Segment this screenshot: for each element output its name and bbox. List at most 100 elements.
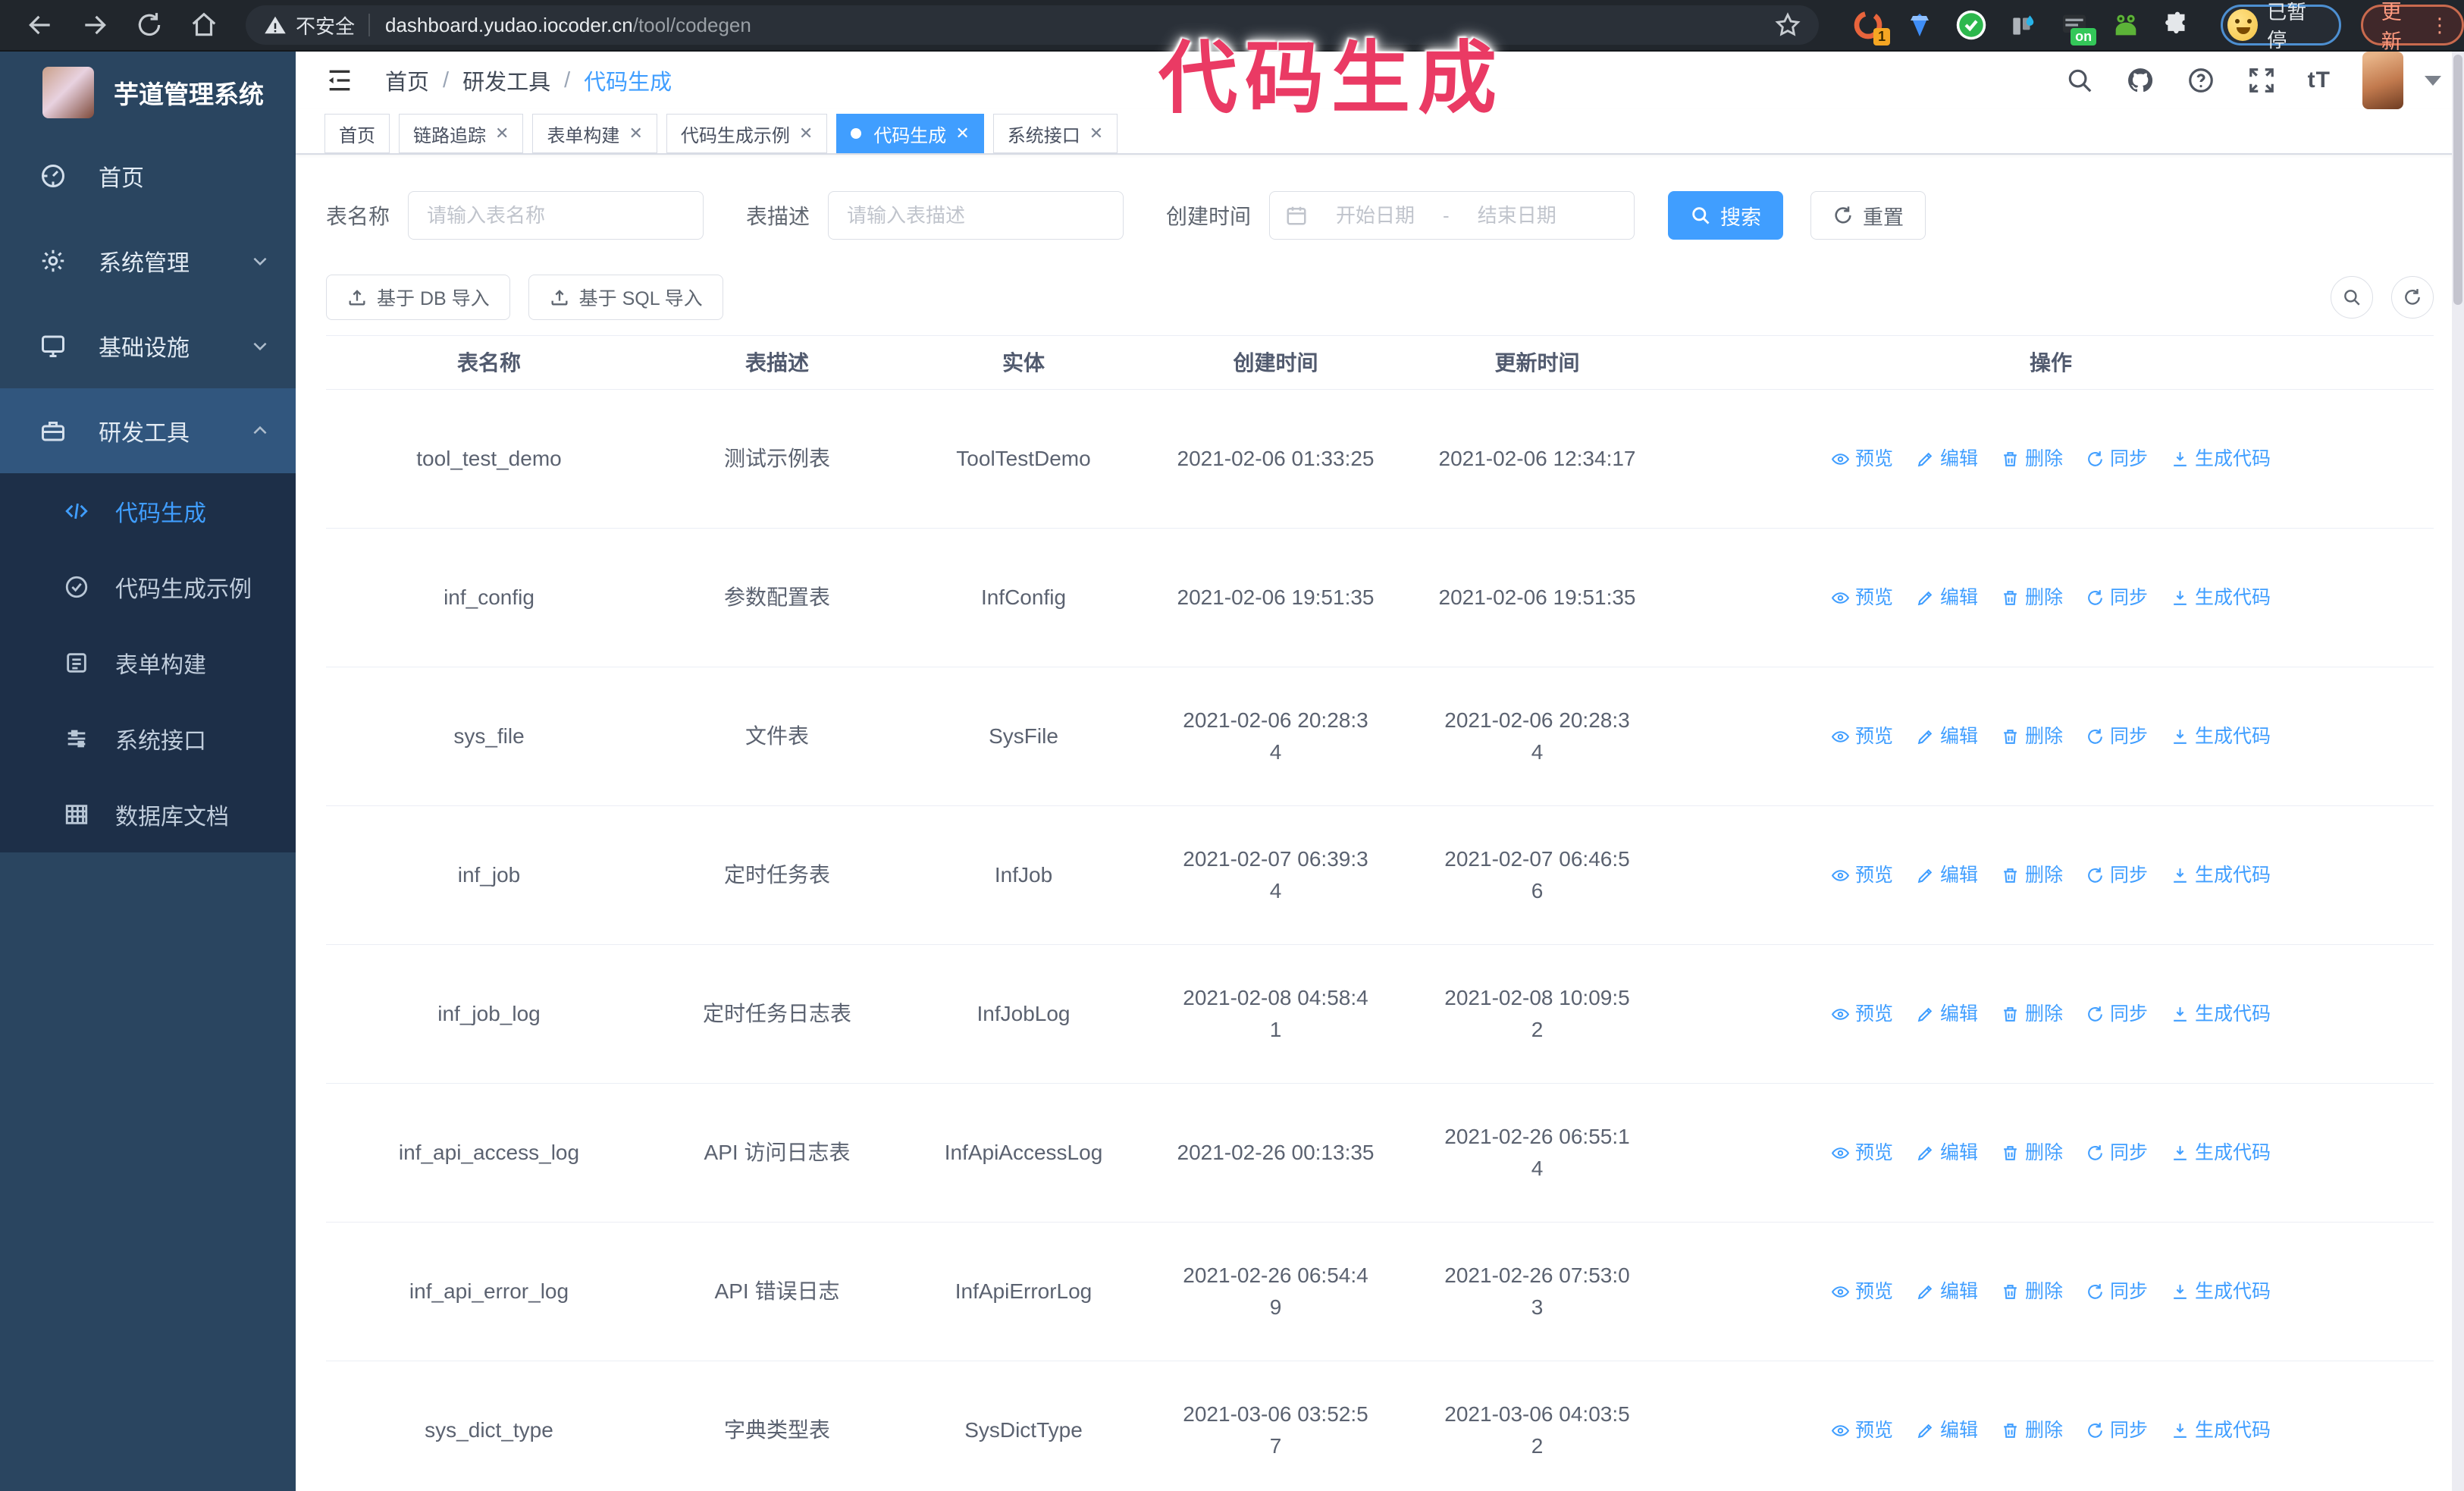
sidebar-item-system-api[interactable]: 系统接口: [0, 701, 296, 777]
date-end-input[interactable]: [1459, 203, 1574, 228]
sidebar-item-codegen-example[interactable]: 代码生成示例: [0, 549, 296, 625]
sidebar-item-codegen[interactable]: 代码生成: [0, 473, 296, 549]
profile-chip[interactable]: 已暂停: [2221, 1, 2341, 52]
delete-link[interactable]: 删除: [2001, 582, 2063, 614]
ext-icon-3[interactable]: [1955, 9, 1987, 41]
generate-code-link[interactable]: 生成代码: [2171, 1137, 2271, 1169]
browser-forward-icon[interactable]: [80, 11, 109, 39]
edit-link[interactable]: 编辑: [1916, 443, 1978, 475]
font-size-icon[interactable]: tT: [2307, 67, 2331, 93]
tab-codegen[interactable]: 代码生成 ✕: [836, 114, 984, 153]
ext-icon-6[interactable]: [2110, 9, 2142, 41]
generate-code-link[interactable]: 生成代码: [2171, 1276, 2271, 1307]
browser-home-icon[interactable]: [190, 11, 218, 39]
search-icon[interactable]: [2065, 66, 2094, 95]
address-bar[interactable]: 不安全 dashboard.yudao.iocoder.cn/tool/code…: [246, 5, 1820, 45]
preview-link[interactable]: 预览: [1831, 859, 1893, 891]
generate-code-link[interactable]: 生成代码: [2171, 859, 2271, 891]
edit-link[interactable]: 编辑: [1916, 859, 1978, 891]
table-desc-input[interactable]: [828, 191, 1124, 240]
preview-link[interactable]: 预览: [1831, 1137, 1893, 1169]
tab-codegen-example[interactable]: 代码生成示例 ✕: [666, 114, 828, 153]
sidebar-item-system[interactable]: 系统管理: [0, 218, 296, 303]
generate-code-link[interactable]: 生成代码: [2171, 582, 2271, 614]
table-name-input[interactable]: [408, 191, 704, 240]
sync-link[interactable]: 同步: [2086, 1276, 2148, 1307]
reset-button[interactable]: 重置: [1810, 191, 1926, 240]
search-button[interactable]: 搜索: [1668, 191, 1784, 240]
delete-link[interactable]: 删除: [2001, 1137, 2063, 1169]
browser-reload-icon[interactable]: [135, 11, 164, 39]
edit-link[interactable]: 编辑: [1916, 998, 1978, 1030]
delete-link[interactable]: 删除: [2001, 998, 2063, 1030]
delete-link[interactable]: 删除: [2001, 859, 2063, 891]
toggle-search-button[interactable]: [2331, 276, 2373, 319]
url-text[interactable]: dashboard.yudao.iocoder.cn/tool/codegen: [385, 13, 751, 36]
edit-link[interactable]: 编辑: [1916, 1276, 1978, 1307]
sync-link[interactable]: 同步: [2086, 859, 2148, 891]
tab-form-builder[interactable]: 表单构建 ✕: [532, 114, 657, 153]
preview-link[interactable]: 预览: [1831, 998, 1893, 1030]
github-icon[interactable]: [2126, 66, 2155, 95]
generate-code-link[interactable]: 生成代码: [2171, 443, 2271, 475]
help-icon[interactable]: [2187, 66, 2215, 95]
delete-link[interactable]: 删除: [2001, 1276, 2063, 1307]
tab-system-api[interactable]: 系统接口 ✕: [992, 114, 1118, 153]
sidebar-item-home[interactable]: 首页: [0, 133, 296, 218]
import-db-button[interactable]: 基于 DB 导入: [326, 275, 510, 320]
close-tab-icon[interactable]: ✕: [629, 124, 643, 143]
app-logo[interactable]: 芋道管理系统: [0, 52, 296, 133]
close-tab-icon[interactable]: ✕: [495, 124, 509, 143]
not-secure-warning-icon[interactable]: [264, 14, 287, 36]
edit-link[interactable]: 编辑: [1916, 1137, 1978, 1169]
ext-icon-2[interactable]: [1904, 9, 1936, 41]
browser-back-icon[interactable]: [26, 11, 55, 39]
generate-code-link[interactable]: 生成代码: [2171, 1414, 2271, 1446]
preview-link[interactable]: 预览: [1831, 720, 1893, 752]
sidebar-item-db-doc[interactable]: 数据库文档: [0, 777, 296, 852]
tab-tracing[interactable]: 链路追踪 ✕: [399, 114, 524, 153]
close-tab-icon[interactable]: ✕: [798, 124, 813, 143]
tab-home[interactable]: 首页: [324, 114, 390, 153]
sync-link[interactable]: 同步: [2086, 998, 2148, 1030]
refresh-table-button[interactable]: [2391, 276, 2434, 319]
page-scrollbar[interactable]: [2452, 52, 2464, 1491]
date-range-picker[interactable]: -: [1269, 191, 1635, 240]
breadcrumb-home[interactable]: 首页: [385, 71, 430, 95]
ext-icon-1[interactable]: 1: [1852, 9, 1891, 46]
preview-link[interactable]: 预览: [1831, 582, 1893, 614]
delete-link[interactable]: 删除: [2001, 1414, 2063, 1446]
ext-icon-puzzle[interactable]: [2161, 9, 2193, 41]
close-tab-icon[interactable]: ✕: [955, 124, 970, 143]
delete-link[interactable]: 删除: [2001, 443, 2063, 475]
sidebar-item-form-builder[interactable]: 表单构建: [0, 625, 296, 701]
sidebar-item-devtools[interactable]: 研发工具: [0, 388, 296, 473]
sync-link[interactable]: 同步: [2086, 720, 2148, 752]
edit-link[interactable]: 编辑: [1916, 720, 1978, 752]
security-label[interactable]: 不安全: [296, 14, 356, 38]
preview-link[interactable]: 预览: [1831, 1276, 1893, 1307]
generate-code-link[interactable]: 生成代码: [2171, 998, 2271, 1030]
user-avatar[interactable]: [2362, 52, 2403, 109]
sync-link[interactable]: 同步: [2086, 443, 2148, 475]
edit-link[interactable]: 编辑: [1916, 582, 1978, 614]
sidebar-item-infra[interactable]: 基础设施: [0, 303, 296, 388]
import-sql-button[interactable]: 基于 SQL 导入: [528, 275, 723, 320]
preview-link[interactable]: 预览: [1831, 1414, 1893, 1446]
edit-link[interactable]: 编辑: [1916, 1414, 1978, 1446]
delete-link[interactable]: 删除: [2001, 720, 2063, 752]
generate-code-link[interactable]: 生成代码: [2171, 720, 2271, 752]
ext-icon-4[interactable]: [2007, 9, 2039, 41]
browser-menu-icon[interactable]: ⋮: [2430, 14, 2450, 36]
sync-link[interactable]: 同步: [2086, 1137, 2148, 1169]
update-browser-button[interactable]: 更新 ⋮: [2360, 1, 2464, 53]
scrollbar-thumb[interactable]: [2453, 55, 2462, 305]
ext-icon-5[interactable]: on: [2058, 9, 2097, 46]
collapse-sidebar-icon[interactable]: [324, 65, 355, 96]
sync-link[interactable]: 同步: [2086, 582, 2148, 614]
user-menu-caret-icon[interactable]: [2425, 75, 2441, 86]
close-tab-icon[interactable]: ✕: [1089, 124, 1104, 143]
bookmark-star-icon[interactable]: [1775, 12, 1801, 38]
breadcrumb-devtools[interactable]: 研发工具: [462, 71, 551, 95]
date-start-input[interactable]: [1318, 203, 1433, 228]
